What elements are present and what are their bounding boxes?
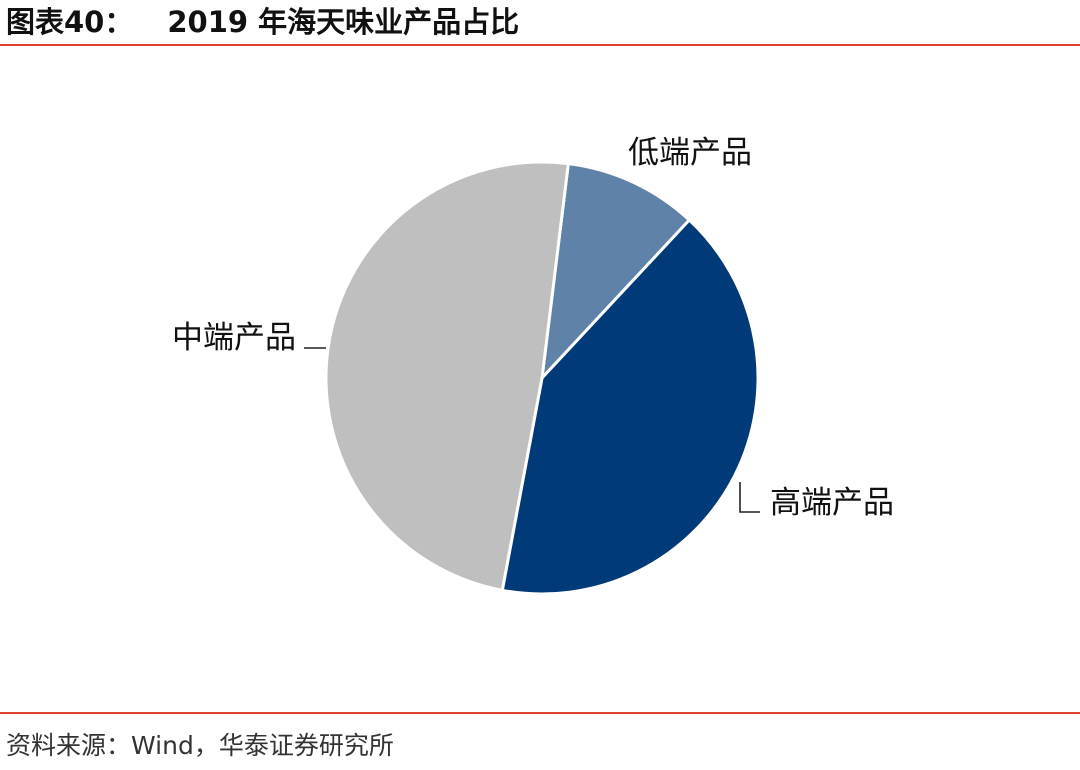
chart-title: 图表40： 2019 年海天味业产品占比 xyxy=(6,2,519,42)
pie-slice-high-end xyxy=(500,218,760,596)
figure-title: 2019 年海天味业产品占比 xyxy=(167,5,520,39)
slice-label-high-end: 高端产品 xyxy=(770,485,894,521)
bottom-rule xyxy=(0,712,1080,714)
leader-line-high-end xyxy=(739,482,760,513)
pie-slices xyxy=(324,160,760,596)
slice-label-low-end: 低端产品 xyxy=(628,135,752,171)
figure-number: 图表40： xyxy=(6,5,134,39)
slice-label-mid-end: 中端产品 xyxy=(172,320,296,356)
pie-slice-low-end xyxy=(540,162,691,380)
pie-slice-mid-end xyxy=(324,160,570,592)
leader-lines xyxy=(304,347,760,513)
source-note: 资料来源：Wind，华泰证券研究所 xyxy=(6,731,394,760)
top-rule xyxy=(0,44,1080,46)
